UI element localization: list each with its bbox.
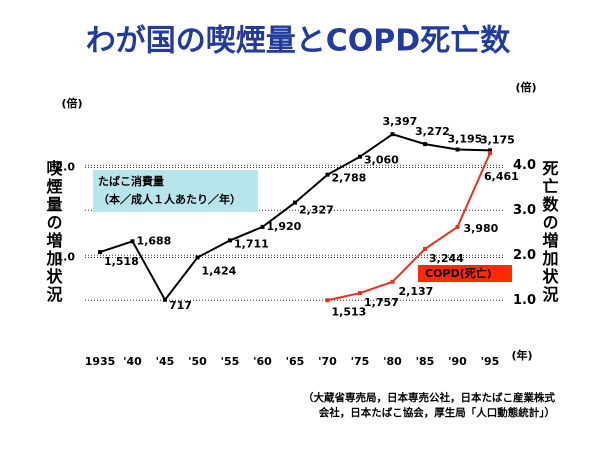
x-tick-label: '75 (351, 355, 370, 368)
x-tick-label: '85 (416, 355, 435, 368)
x-tick-label: '60 (253, 355, 272, 368)
point-marker (163, 297, 167, 302)
point-marker (325, 298, 330, 303)
source: （大蔵省専売局，日本専売公社，日本たばこ産業株式 (303, 391, 555, 404)
point-label: 717 (169, 299, 192, 312)
point-label: 1,513 (332, 305, 367, 318)
point-label: 1,711 (234, 237, 269, 250)
point-label: 3,175 (480, 133, 515, 146)
point-marker (358, 291, 362, 296)
x-tick-label: '65 (286, 355, 305, 368)
y2-unit: (倍) (515, 80, 536, 94)
x-tick-label: '80 (383, 355, 402, 368)
point-label: 1,518 (104, 255, 139, 268)
chart-title: わが国の喫煙量とCOPD死亡数 (86, 24, 511, 59)
point-marker (228, 238, 232, 243)
x-tick-label: '90 (448, 355, 467, 368)
point-marker (390, 132, 395, 137)
point-label: 3,060 (364, 154, 399, 167)
point-label: 2,788 (332, 172, 367, 185)
legend-note: （本／成人１人あたり／年） (98, 192, 241, 206)
x-tick-label: '55 (221, 355, 240, 368)
point-marker (98, 250, 102, 255)
x-unit: (年) (511, 348, 532, 362)
y2-tick-label: 2.0 (513, 248, 536, 263)
point-marker (358, 154, 362, 159)
point-marker (325, 172, 330, 177)
point-label: 3,397 (383, 115, 418, 128)
x-tick-label: 1935 (85, 355, 116, 368)
point-marker (293, 200, 297, 205)
source: 会社，日本たばこ協会，厚生局「人口動態統計」） (319, 406, 555, 419)
y2-tick-label: 3.0 (513, 203, 536, 218)
legend-label: たばこ消費量 (98, 174, 164, 188)
y-tick-label: 2.0 (56, 161, 76, 174)
point-marker (195, 255, 200, 260)
legend-label: COPD(死亡) (425, 266, 492, 280)
point-marker (423, 142, 427, 147)
point-marker (455, 224, 460, 229)
y2-tick-label: 1.0 (513, 293, 536, 308)
x-tick-label: '40 (123, 355, 142, 368)
point-marker (488, 148, 492, 153)
point-label: 1,424 (202, 265, 237, 278)
x-tick-label: '95 (481, 355, 500, 368)
point-label: 1,688 (137, 234, 172, 247)
y2-axis-title: 死亡数の増加状況 (540, 160, 560, 304)
x-tick-label: '50 (188, 355, 207, 368)
point-label: 3,272 (415, 125, 450, 138)
y-axis-title: 喫煙量の増加状況 (44, 160, 64, 304)
point-marker (455, 147, 460, 152)
point-label: 6,461 (484, 170, 519, 183)
legend-box (418, 265, 512, 282)
legend-box (93, 170, 258, 212)
point-label: 2,327 (299, 204, 334, 217)
point-marker (488, 151, 492, 156)
point-label: 2,137 (399, 285, 434, 298)
x-tick-label: '70 (318, 355, 337, 368)
series-line (327, 152, 491, 302)
point-label: 3,244 (429, 252, 464, 265)
y-tick-label: 1.0 (56, 251, 76, 264)
point-marker (423, 246, 427, 251)
point-label: 3,980 (464, 222, 499, 235)
y-unit: (倍) (61, 96, 82, 110)
point-label: 1,920 (267, 220, 302, 233)
point-marker (130, 239, 135, 244)
point-marker (260, 224, 265, 229)
point-marker (390, 279, 395, 284)
point-label: 3,195 (448, 133, 483, 146)
point-label: 1,757 (364, 296, 399, 309)
y2-tick-label: 4.0 (513, 158, 536, 173)
x-tick-label: '45 (156, 355, 175, 368)
